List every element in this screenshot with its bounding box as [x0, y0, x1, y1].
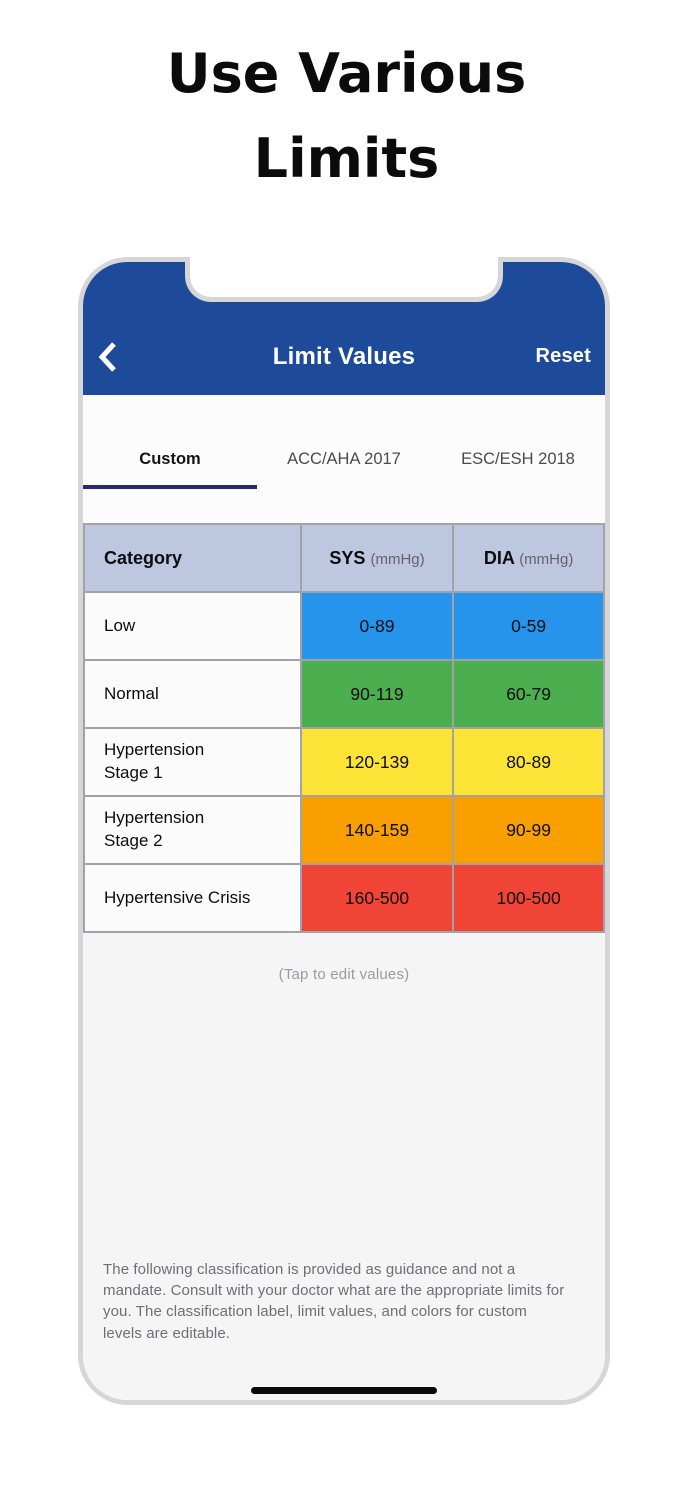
- header-sys-label: SYS: [329, 547, 366, 568]
- dia-cell-stage1[interactable]: 80-89: [452, 727, 605, 797]
- header-category: Category: [83, 523, 302, 593]
- category-cell-normal[interactable]: Normal: [83, 659, 302, 729]
- header-sys-unit: (mmHg): [370, 550, 425, 568]
- table-row: Hypertension Stage 2 140-159 90-99: [83, 795, 605, 865]
- dia-cell-low[interactable]: 0-59: [452, 591, 605, 661]
- table-row: Low 0-89 0-59: [83, 591, 605, 661]
- active-tab-indicator: [83, 485, 258, 489]
- disclaimer-text: The following classification is provided…: [103, 1260, 565, 1342]
- header-sys: SYS (mmHg): [299, 523, 455, 593]
- nav-row: Limit Values Reset: [83, 302, 605, 395]
- table-header-row: Category SYS (mmHg) DIA (mmHg): [83, 523, 605, 593]
- sys-cell-normal[interactable]: 90-119: [299, 659, 455, 729]
- table-row: Normal 90-119 60-79: [83, 659, 605, 729]
- sys-cell-crisis[interactable]: 160-500: [299, 863, 455, 933]
- limits-table: Category SYS (mmHg) DIA (mmHg) Low: [83, 523, 605, 933]
- sys-cell-stage2[interactable]: 140-159: [299, 795, 455, 865]
- category-cell-stage2[interactable]: Hypertension Stage 2: [83, 795, 302, 865]
- sys-cell-low[interactable]: 0-89: [299, 591, 455, 661]
- back-chevron-icon: [98, 341, 116, 372]
- category-cell-stage1[interactable]: Hypertension Stage 1: [83, 727, 302, 797]
- header-dia: DIA (mmHg): [452, 523, 605, 593]
- tab-bar: Custom ACC/AHA 2017 ESC/ESH 2018: [83, 395, 605, 523]
- table-row: Hypertension Stage 1 120-139 80-89: [83, 727, 605, 797]
- table-row: Hypertensive Crisis 160-500 100-500: [83, 863, 605, 933]
- phone-frame: Limit Values Reset Custom ACC/AHA 2017 E…: [78, 257, 610, 1405]
- header-dia-label: DIA: [483, 547, 515, 568]
- dia-cell-stage2[interactable]: 90-99: [452, 795, 605, 865]
- sys-cell-stage1[interactable]: 120-139: [299, 727, 455, 797]
- dia-cell-crisis[interactable]: 100-500: [452, 863, 605, 933]
- tab-acc-aha-2017[interactable]: ACC/AHA 2017: [287, 449, 401, 468]
- phone-screen: Limit Values Reset Custom ACC/AHA 2017 E…: [83, 262, 605, 1400]
- reset-button[interactable]: Reset: [535, 345, 591, 367]
- page-title: Use Various Limits: [166, 42, 527, 190]
- header-dia-unit: (mmHg): [519, 550, 574, 568]
- back-button[interactable]: [97, 339, 131, 375]
- notch: [185, 257, 503, 302]
- tap-hint: (Tap to edit values): [278, 966, 410, 983]
- category-cell-crisis[interactable]: Hypertensive Crisis: [83, 863, 302, 933]
- tab-esc-esh-2018[interactable]: ESC/ESH 2018: [461, 449, 575, 468]
- nav-title: Limit Values: [272, 342, 416, 370]
- tab-custom[interactable]: Custom: [139, 449, 201, 468]
- dia-cell-normal[interactable]: 60-79: [452, 659, 605, 729]
- category-cell-low[interactable]: Low: [83, 591, 302, 661]
- home-indicator[interactable]: [251, 1387, 437, 1394]
